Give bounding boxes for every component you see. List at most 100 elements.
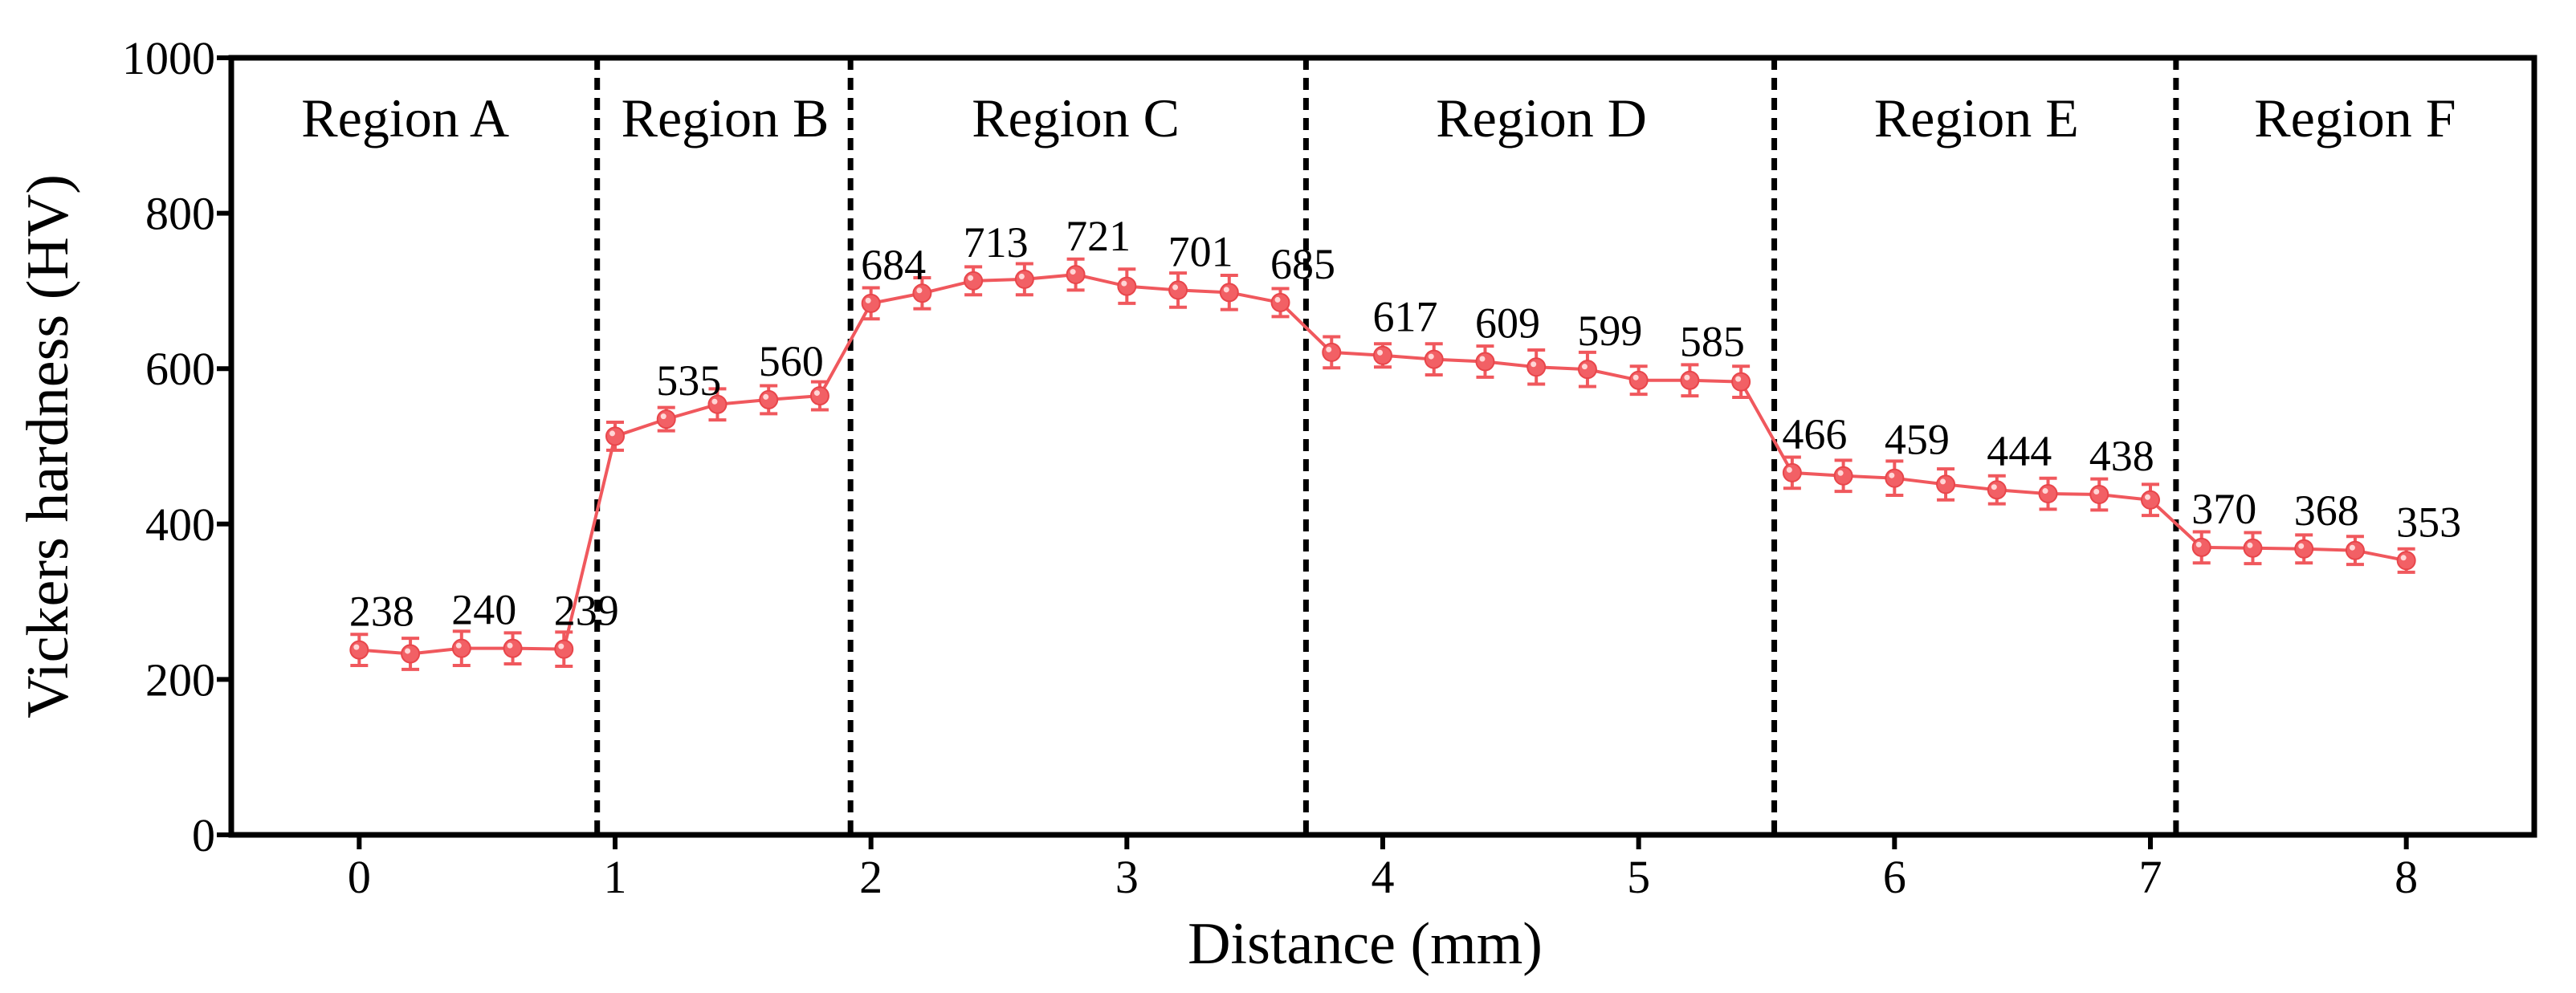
marker-highlight: [2195, 541, 2202, 547]
marker-highlight: [405, 648, 411, 654]
marker-highlight: [813, 390, 820, 397]
marker-highlight: [1428, 353, 1434, 360]
data-point: [1373, 342, 1392, 369]
marker-highlight: [507, 642, 513, 649]
data-point: [2089, 477, 2109, 512]
data-point: [707, 387, 728, 422]
value-label: 713: [964, 218, 1029, 267]
data-point: [2396, 547, 2416, 574]
plot-frame: [228, 55, 2537, 838]
data-point: [451, 629, 471, 667]
x-tick-label: 8: [2395, 851, 2418, 903]
data-marker: [1219, 283, 1239, 303]
region-layer: Region A Region B Region C Region D Region E…: [301, 58, 2456, 835]
data-point: [1219, 274, 1239, 311]
data-point: [912, 275, 932, 311]
data-marker: [1424, 349, 1444, 369]
marker-highlight: [1632, 374, 1639, 381]
data-point: [1731, 364, 1751, 400]
value-label: 685: [1270, 240, 1335, 288]
y-axis-title: Vickers hardness (HV): [15, 174, 81, 718]
data-point: [2191, 530, 2211, 565]
value-label: 353: [2396, 498, 2461, 546]
y-tick-label: 0: [192, 809, 215, 861]
data-marker: [2294, 539, 2314, 559]
marker-highlight: [1377, 349, 1383, 356]
marker-highlight: [1531, 361, 1537, 368]
data-marker: [1936, 474, 1956, 494]
value-label: 560: [759, 337, 824, 385]
marker-highlight: [763, 393, 769, 400]
data-marker: [1066, 265, 1086, 285]
marker-highlight: [1326, 346, 1332, 352]
marker-highlight: [1837, 470, 1844, 476]
data-point: [2345, 535, 2365, 567]
region-label: Region B: [622, 87, 829, 149]
data-point: [2141, 482, 2160, 518]
marker-highlight: [609, 430, 615, 437]
data-marker: [1833, 466, 1853, 486]
data-point: [1424, 342, 1444, 376]
data-point: [554, 630, 574, 668]
data-marker: [401, 644, 421, 664]
marker-highlight: [1991, 484, 1997, 490]
value-label: 721: [1066, 212, 1131, 260]
data-point: [1014, 262, 1034, 297]
marker-highlight: [711, 398, 718, 405]
data-point: [861, 286, 881, 321]
data-point: [1885, 459, 1905, 497]
data-point: [1526, 348, 1547, 386]
marker-highlight: [1581, 364, 1588, 370]
region-label: Region A: [301, 87, 509, 149]
marker-highlight: [1070, 269, 1076, 275]
data-point: [1782, 455, 1802, 490]
y-tick-label: 400: [145, 499, 215, 551]
data-marker: [1680, 370, 1700, 390]
x-tick-label: 5: [1627, 851, 1650, 903]
marker-highlight: [1735, 376, 1742, 382]
data-marker: [1782, 462, 1802, 482]
data-marker: [503, 638, 523, 658]
marker-highlight: [2400, 555, 2407, 561]
value-label: 609: [1475, 299, 1540, 347]
data-point: [349, 633, 369, 667]
marker-highlight: [558, 643, 565, 649]
value-label: 368: [2294, 486, 2359, 535]
marker-highlight: [2145, 494, 2150, 500]
data-marker: [1987, 480, 2007, 500]
data-marker: [1373, 345, 1392, 365]
data-marker: [656, 409, 676, 429]
data-point: [1577, 350, 1597, 389]
data-point: [605, 420, 625, 452]
marker-highlight: [1172, 284, 1179, 291]
x-tick-label: 1: [604, 851, 627, 903]
data-point: [1270, 287, 1290, 319]
data-marker: [964, 271, 984, 291]
marker-highlight: [660, 413, 666, 420]
data-marker: [2345, 540, 2365, 560]
data-point: [1066, 257, 1086, 292]
data-marker: [2089, 485, 2109, 505]
value-label: 585: [1680, 318, 1745, 366]
marker-highlight: [916, 287, 923, 294]
value-label: 240: [451, 586, 516, 634]
marker-highlight: [353, 644, 360, 650]
data-marker: [1475, 352, 1495, 372]
series-layer: [349, 257, 2416, 671]
data-marker: [1117, 276, 1137, 296]
x-tick-label: 7: [2139, 851, 2162, 903]
data-point: [1168, 271, 1188, 309]
value-label: 370: [2191, 485, 2256, 533]
data-point: [809, 380, 829, 412]
data-marker: [2191, 537, 2211, 557]
y-tick-label: 800: [145, 188, 215, 240]
marker-highlight: [455, 642, 462, 649]
data-marker: [2038, 484, 2058, 504]
marker-highlight: [1121, 280, 1127, 287]
data-marker: [1885, 468, 1905, 488]
value-label: 599: [1577, 307, 1642, 355]
value-label: 684: [861, 241, 926, 289]
value-label: 617: [1373, 293, 1438, 341]
data-marker: [1168, 280, 1188, 300]
marker-highlight: [1274, 296, 1281, 303]
